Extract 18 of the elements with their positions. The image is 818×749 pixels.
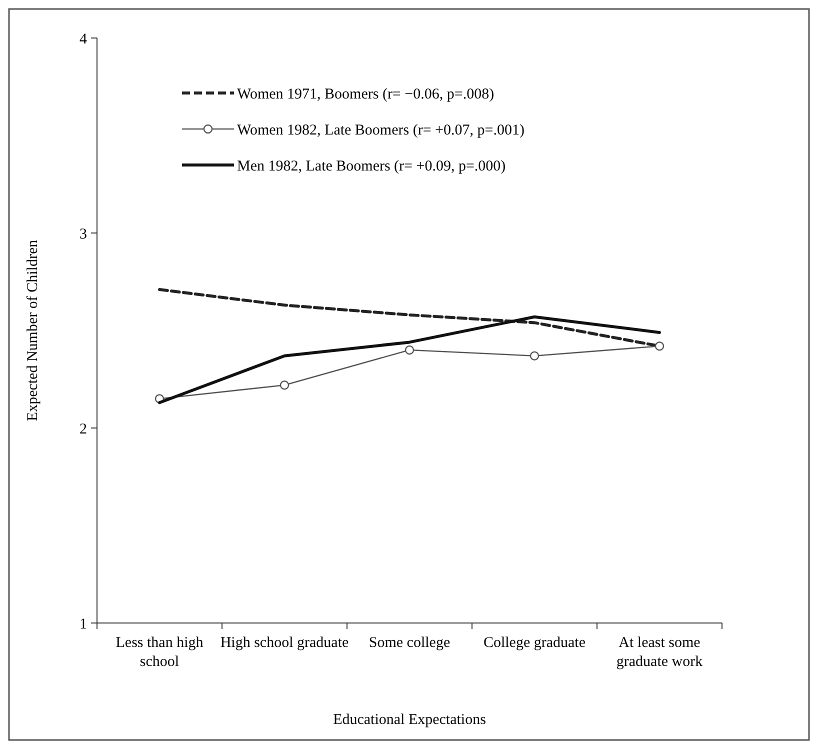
point [280,380,290,390]
y-tick-label: 1 [80,616,87,632]
point [654,342,664,351]
point [404,345,414,355]
x-tick-label: College graduate [483,635,586,651]
legend-label: Women 1982, Late Boomers (r= +0.07, p=.001) [237,122,524,138]
x-tick-label: High school graduate [220,635,349,651]
y-axis-title: Expected Number of Children [25,239,41,422]
x-tick-label: Some college [368,635,450,651]
legend-label: Men 1982, Late Boomers (r= +0.09, p=.000) [237,158,506,174]
x-tick-label: At least some graduate work [616,635,704,670]
legend-label: Women 1971, Boomers (r= −0.06, p=.008) [237,86,494,102]
y-tick-label: 4 [80,31,88,48]
point [530,351,540,360]
x-tick-label: Less than high school [116,635,204,670]
y-tick-label: 2 [80,421,87,438]
y-tick-label: 3 [80,226,87,242]
x-axis-title: Educational Expectations [333,712,486,728]
